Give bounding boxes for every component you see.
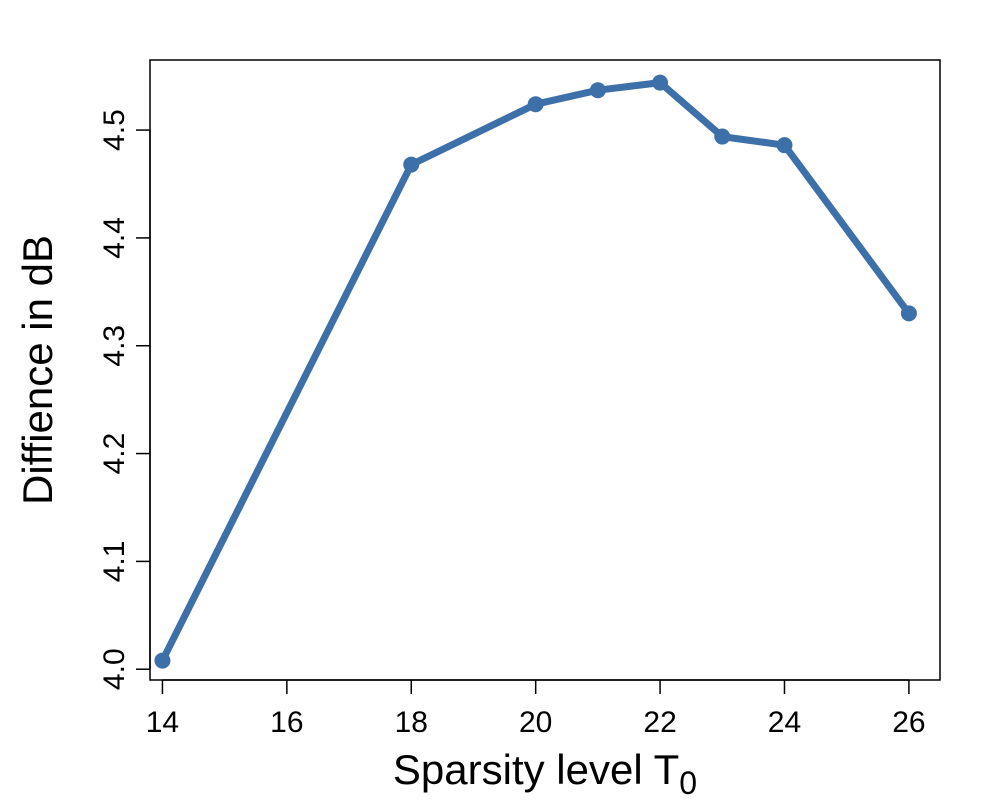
y-tick-label: 4.2 <box>98 433 131 475</box>
y-tick-label: 4.5 <box>98 109 131 151</box>
series-line <box>158 79 913 665</box>
data-point <box>652 74 669 91</box>
x-axis-title-main: Sparsity level T <box>393 746 679 793</box>
x-tick-label: 24 <box>768 706 801 739</box>
y-tick-label: 4.1 <box>98 541 131 583</box>
data-point <box>589 82 606 99</box>
data-point <box>403 156 420 173</box>
x-tick-label: 20 <box>519 706 552 739</box>
y-axis: 4.0 4.1 4.2 4.3 4.4 4.5 <box>98 109 151 690</box>
y-tick-label: 4.0 <box>98 648 131 690</box>
x-axis-title: Sparsity level T0 <box>393 746 697 800</box>
y-tick-label: 4.4 <box>98 217 131 259</box>
data-point <box>154 652 171 669</box>
x-axis-title-subscript: 0 <box>679 765 697 800</box>
data-point <box>776 137 793 154</box>
y-tick-label: 4.3 <box>98 325 131 367</box>
plot-frame <box>149 59 941 681</box>
y-axis-title: Diffience in dB <box>14 235 61 505</box>
x-tick-label: 16 <box>270 706 303 739</box>
x-tick-label: 18 <box>395 706 428 739</box>
data-point <box>527 96 544 113</box>
series-layer <box>154 74 917 669</box>
x-tick-label: 26 <box>892 706 925 739</box>
x-tick-label: 22 <box>643 706 676 739</box>
data-point <box>900 305 917 322</box>
x-axis: 14 16 18 20 22 24 26 <box>146 679 926 739</box>
data-point <box>714 128 731 145</box>
x-tick-label: 14 <box>146 706 179 739</box>
